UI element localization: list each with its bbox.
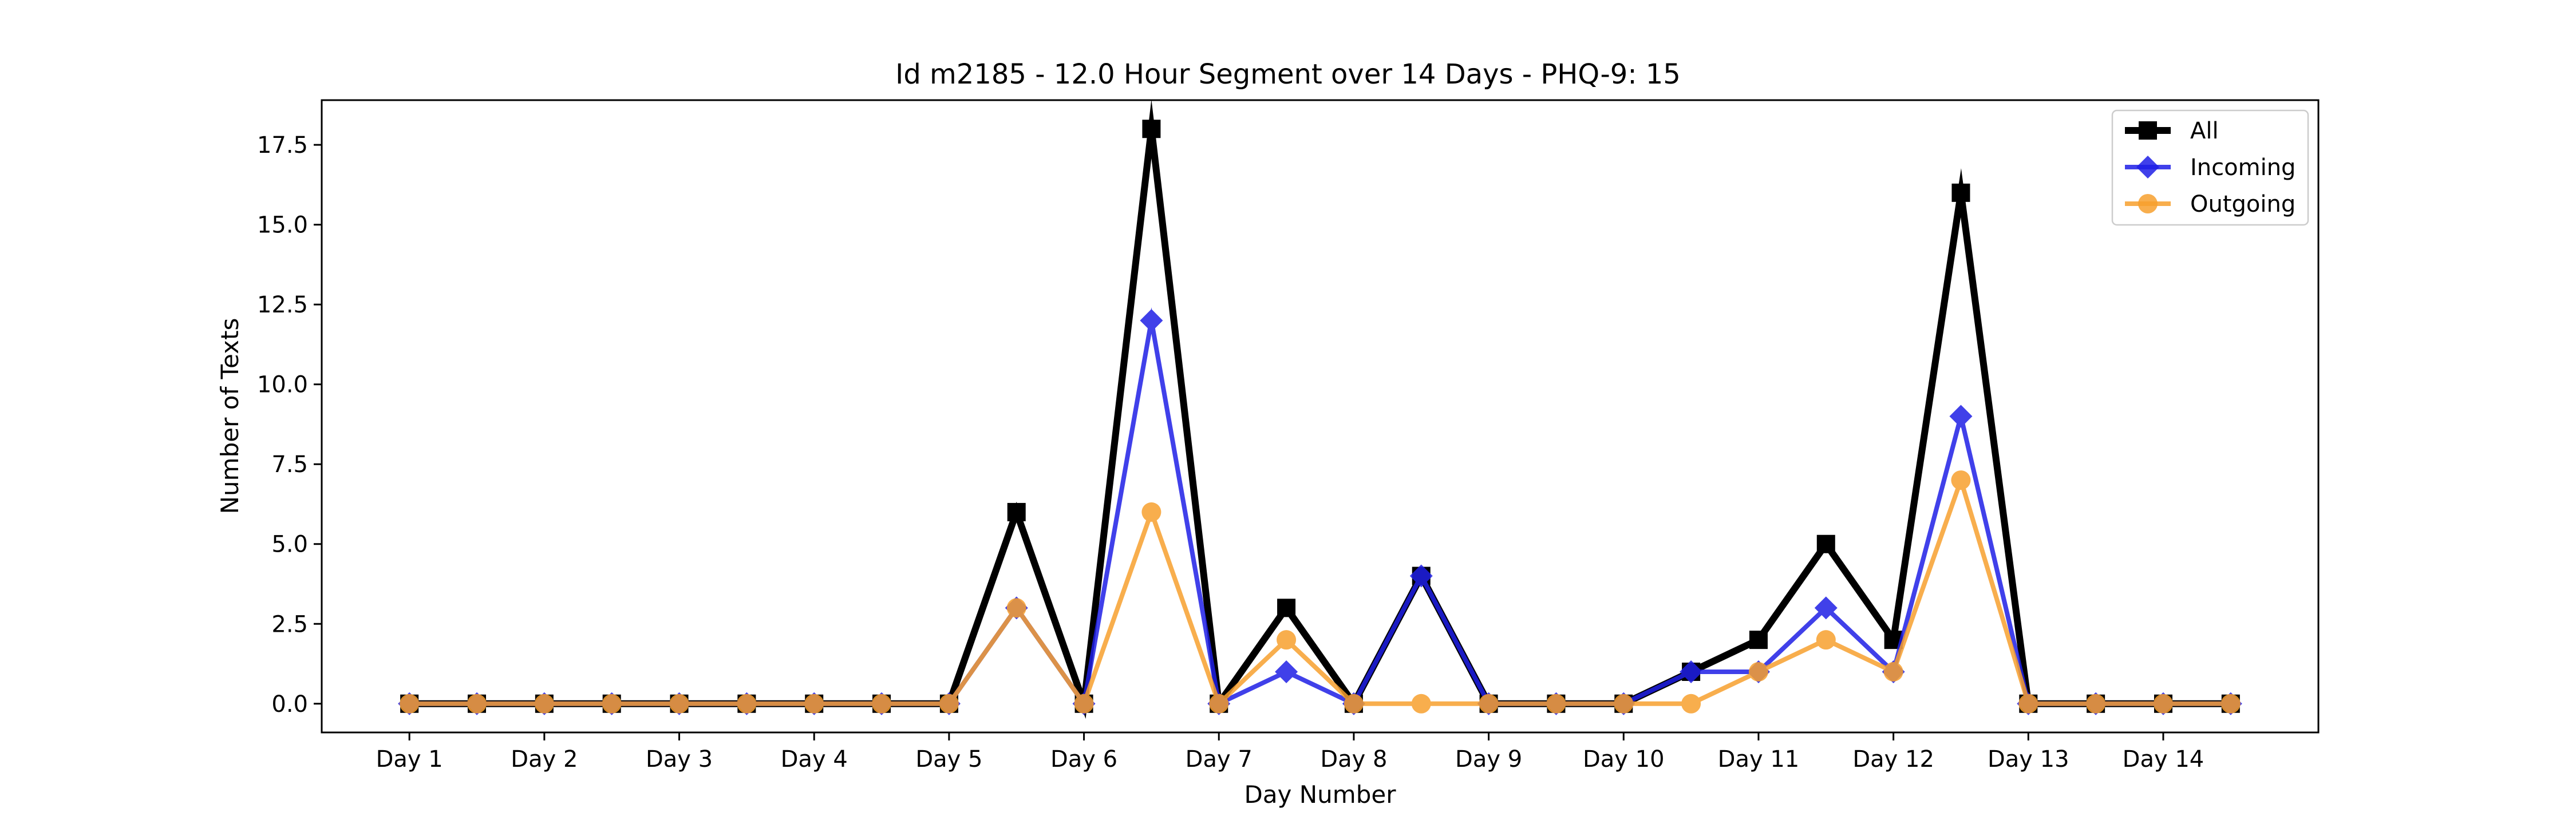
data-point-outgoing: [939, 694, 959, 714]
data-point-all: [1749, 631, 1768, 649]
data-point-outgoing: [2018, 694, 2038, 714]
legend-marker-incoming: [2136, 156, 2159, 179]
data-point-outgoing: [1277, 630, 1297, 650]
data-point-incoming: [1275, 660, 1298, 683]
x-tick-label: Day 10: [1583, 746, 1665, 772]
x-tick-label: Day 12: [1852, 746, 1934, 772]
data-point-outgoing: [602, 694, 622, 714]
data-point-outgoing: [1006, 598, 1026, 618]
data-point-outgoing: [1479, 694, 1499, 714]
x-axis-label: Day Number: [1244, 781, 1396, 809]
data-point-outgoing: [1411, 694, 1431, 714]
data-point-outgoing: [1748, 661, 1768, 682]
x-tick-label: Day 11: [1718, 746, 1800, 772]
legend-label-all: All: [2190, 118, 2219, 144]
data-point-outgoing: [1681, 694, 1701, 714]
data-point-outgoing: [1614, 694, 1634, 714]
legend: All Incoming Outgoing: [2111, 109, 2309, 226]
data-point-incoming: [1814, 596, 1838, 620]
data-point-outgoing: [400, 694, 420, 714]
data-point-outgoing: [804, 694, 824, 714]
data-point-all: [1007, 502, 1026, 521]
data-point-outgoing: [1074, 694, 1094, 714]
series-outgoing: [400, 470, 2241, 714]
data-point-incoming: [1680, 660, 1703, 683]
x-tick-label: Day 4: [781, 746, 848, 772]
x-tick-label: Day 8: [1320, 746, 1387, 772]
legend-marker-outgoing: [2138, 194, 2158, 213]
legend-marker-all: [2139, 121, 2157, 140]
x-tick-label: Day 9: [1455, 746, 1522, 772]
x-tick-label: Day 5: [915, 746, 982, 772]
data-point-all: [1277, 599, 1296, 617]
data-point-outgoing: [1816, 630, 1836, 650]
data-point-incoming: [1140, 309, 1163, 332]
legend-label-outgoing: Outgoing: [2190, 191, 2296, 217]
x-tick-label: Day 13: [1988, 746, 2069, 772]
y-axis-label: Number of Texts: [216, 318, 244, 514]
data-point-outgoing: [2086, 694, 2106, 714]
series-layer: [398, 99, 2242, 719]
data-point-outgoing: [534, 694, 554, 714]
data-point-outgoing: [1546, 694, 1566, 714]
data-point-all: [1142, 120, 1161, 138]
series-line-incoming: [409, 307, 2231, 710]
data-point-outgoing: [1141, 502, 1161, 522]
x-tick-label: Day 1: [376, 746, 443, 772]
x-tick-label: Day 6: [1050, 746, 1117, 772]
y-tick-label: 17.5: [257, 132, 308, 159]
x-tick-label: Day 14: [2123, 746, 2204, 772]
chart-title: Id m2185 - 12.0 Hour Segment over 14 Day…: [895, 58, 1681, 90]
legend-frame: [2111, 109, 2309, 226]
data-point-outgoing: [872, 694, 892, 714]
x-tick-label: Day 7: [1186, 746, 1253, 772]
y-tick-label: 5.0: [271, 532, 308, 558]
data-point-outgoing: [2153, 694, 2173, 714]
plot-area-frame: [321, 99, 2320, 734]
data-point-outgoing: [1883, 661, 1903, 682]
series-line-outgoing: [409, 473, 2231, 709]
data-point-all: [1951, 183, 1970, 202]
x-tick-label: Day 2: [511, 746, 578, 772]
data-point-incoming: [1409, 564, 1433, 588]
data-point-outgoing: [1344, 694, 1364, 714]
y-tick-label: 10.0: [257, 372, 308, 398]
x-axis: Day 1 Day 2 Day 3 Day 4 Day 5 Day 6 Day 7 Day 8…: [376, 732, 2204, 772]
y-tick-label: 15.0: [257, 212, 308, 239]
y-tick-label: 7.5: [271, 451, 308, 478]
data-point-all: [1816, 534, 1835, 553]
y-tick-label: 2.5: [271, 611, 308, 637]
data-point-outgoing: [467, 694, 487, 714]
data-point-outgoing: [737, 694, 757, 714]
y-tick-label: 0.0: [271, 691, 308, 718]
data-point-incoming: [1949, 405, 1973, 428]
y-tick-label: 12.5: [257, 292, 308, 318]
legend-label-incoming: Incoming: [2190, 154, 2296, 181]
data-point-outgoing: [1951, 470, 1971, 490]
data-point-outgoing: [2221, 694, 2241, 714]
data-point-outgoing: [669, 694, 689, 714]
data-point-outgoing: [1209, 694, 1229, 714]
x-tick-label: Day 3: [646, 746, 713, 772]
y-axis: 0.0 2.5 5.0 7.5 10.0 12.5 15.0 17.5: [257, 132, 322, 718]
